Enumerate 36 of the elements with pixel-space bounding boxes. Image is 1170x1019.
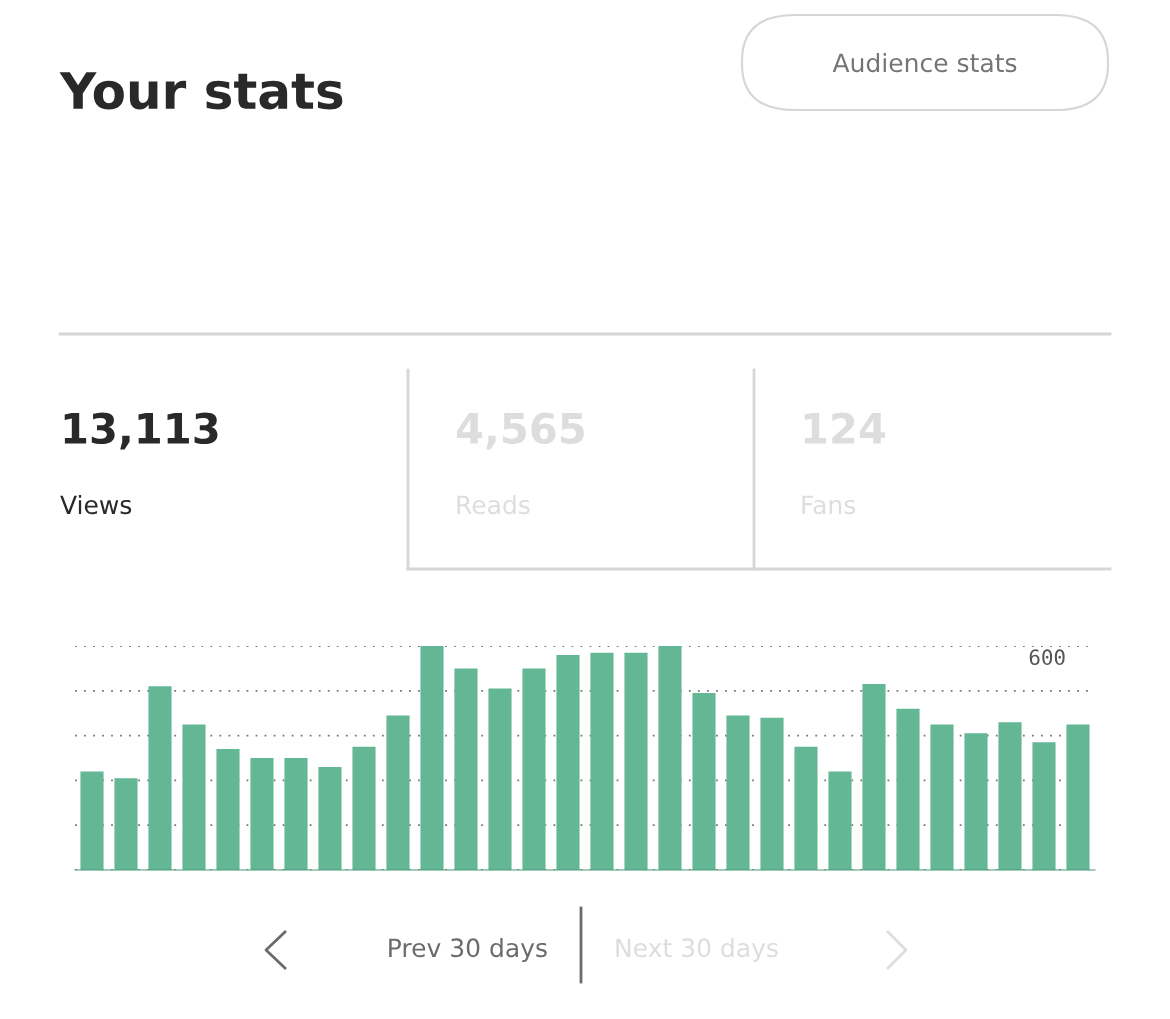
- bar: [828, 771, 852, 870]
- text: 13,113: [64, 412, 218, 450]
- text: Prev 30 days: [389, 937, 547, 963]
- text: Audience stats: [832, 52, 1017, 73]
- bar: [284, 758, 308, 870]
- bar: [998, 722, 1022, 870]
- bar: [80, 771, 104, 870]
- bar: [964, 733, 988, 870]
- text: Views: [60, 494, 132, 515]
- bar: [488, 688, 512, 870]
- bar: [760, 717, 784, 870]
- bar: [590, 652, 614, 870]
- bar: [1032, 742, 1056, 870]
- bar: [658, 646, 682, 870]
- bar: [182, 724, 206, 870]
- bar: [1066, 724, 1090, 870]
- annotation: 600: [1029, 649, 1065, 666]
- bar: [556, 654, 580, 870]
- bar: [726, 715, 750, 870]
- bar: [318, 766, 342, 870]
- bar: [216, 749, 240, 870]
- chart-title: Your stats: [59, 72, 343, 110]
- bar: [794, 746, 818, 870]
- bar: [454, 668, 478, 870]
- bar: [862, 684, 886, 870]
- bar: [148, 686, 172, 870]
- bar: [692, 693, 716, 870]
- bar: [420, 646, 444, 870]
- bar: [896, 708, 920, 870]
- bar: [352, 746, 376, 870]
- bar: [930, 724, 954, 870]
- bar: [522, 668, 546, 870]
- bar: [114, 778, 138, 870]
- bar: [386, 715, 410, 870]
- bar: [624, 652, 648, 870]
- bar: [250, 758, 274, 870]
